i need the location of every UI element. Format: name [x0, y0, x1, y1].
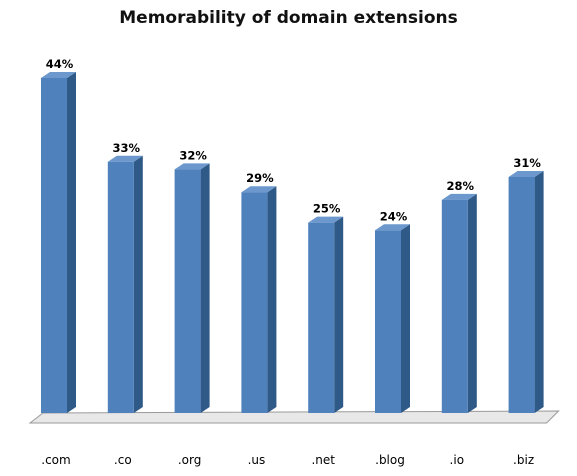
x-tick-label: .net	[311, 453, 335, 467]
bar-front	[241, 192, 268, 413]
bar-io	[441, 193, 477, 413]
bar-front	[441, 199, 468, 413]
bar-top	[174, 163, 210, 170]
x-tick-label: .org	[178, 453, 202, 467]
x-tick-label: .us	[248, 453, 266, 467]
bar-side	[467, 193, 477, 413]
data-label: 31%	[513, 156, 541, 170]
bar-top	[508, 170, 544, 177]
bar-side	[200, 163, 210, 413]
bar-front	[107, 161, 134, 413]
bar-side	[67, 72, 76, 413]
bar-side	[334, 216, 344, 413]
data-label: 24%	[380, 209, 408, 223]
bar-front	[41, 78, 67, 413]
bar-co	[107, 155, 143, 413]
x-tick-label: .io	[450, 453, 465, 467]
bar-side	[401, 224, 410, 413]
chart-title: Memorability of domain extensions	[119, 8, 458, 28]
bar-top	[441, 193, 477, 200]
bar-top	[41, 72, 76, 78]
bar-top	[107, 155, 143, 162]
bar-front	[308, 222, 335, 413]
bar-blog	[375, 224, 410, 413]
bar-com	[41, 72, 76, 413]
bar-biz	[508, 170, 544, 413]
bar-org	[174, 163, 210, 413]
bar-front	[375, 230, 401, 413]
x-tick-label: .biz	[513, 453, 534, 467]
bar-front	[174, 169, 201, 413]
bar-net	[308, 216, 344, 413]
bar-side	[133, 155, 143, 413]
bar-us	[241, 186, 277, 413]
data-label: 44%	[46, 57, 74, 71]
data-label: 29%	[246, 171, 274, 185]
chart-floor	[28, 410, 560, 424]
data-label: 28%	[447, 179, 475, 193]
bar-top	[308, 216, 344, 223]
data-label: 33%	[113, 141, 141, 155]
bar-top	[375, 224, 410, 231]
x-tick-label: .com	[41, 453, 70, 467]
x-tick-label: .blog	[375, 453, 405, 467]
data-label: 32%	[179, 148, 207, 162]
bar-front	[508, 176, 535, 413]
x-tick-label: .co	[114, 453, 132, 467]
bar-side	[267, 186, 277, 413]
data-label: 25%	[313, 202, 341, 216]
bar-top	[241, 186, 277, 193]
bar-side	[534, 170, 544, 413]
